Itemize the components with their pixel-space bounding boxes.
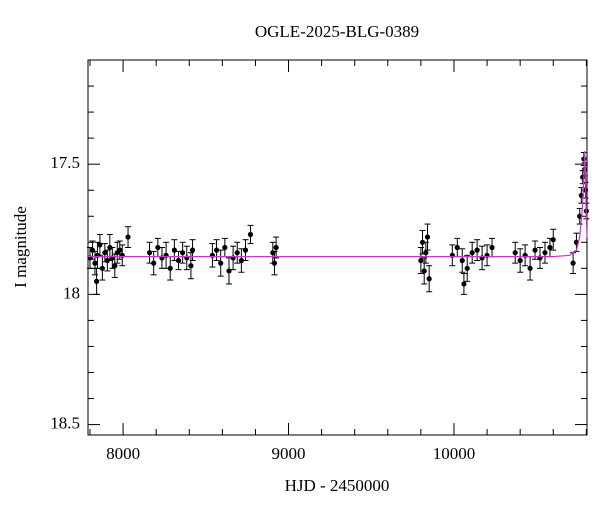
data-point — [532, 247, 538, 253]
data-point — [527, 265, 533, 271]
data-point — [423, 250, 429, 256]
data-point — [92, 260, 98, 266]
data-point — [273, 244, 279, 251]
y-tick-label: 17.5 — [50, 153, 80, 172]
x-axis-label: HJD - 2450000 — [285, 476, 390, 495]
data-point — [242, 247, 249, 253]
model-curve — [88, 151, 588, 258]
data-point — [238, 257, 244, 264]
data-point — [222, 244, 228, 251]
data-point — [419, 239, 426, 245]
data-point — [171, 247, 177, 253]
y-tick-label: 18.5 — [50, 413, 80, 432]
data-point — [461, 281, 467, 287]
data-point — [226, 268, 232, 274]
data-point — [125, 234, 131, 240]
y-axis-label: I magnitude — [11, 206, 30, 288]
data-point — [151, 260, 157, 266]
data-point — [167, 265, 173, 271]
x-tick-label: 9000 — [272, 444, 306, 463]
data-point — [155, 244, 161, 251]
data-point — [189, 247, 196, 253]
x-tick-label: 8000 — [106, 444, 140, 463]
data-point — [175, 257, 182, 264]
data-point — [117, 247, 123, 253]
data-point — [474, 247, 480, 253]
data-point — [234, 250, 240, 256]
data-point — [459, 257, 465, 264]
data-point — [550, 237, 556, 243]
data-point — [188, 263, 194, 269]
data-point — [547, 244, 553, 251]
data-point — [454, 244, 460, 251]
data-point — [112, 263, 118, 269]
data-point — [542, 250, 548, 256]
data-point — [102, 250, 108, 256]
data-point — [97, 242, 103, 248]
data-point — [424, 234, 431, 240]
data-point — [218, 260, 224, 266]
data-point — [94, 278, 100, 284]
data-point — [464, 265, 470, 271]
data-point — [421, 268, 427, 274]
data-point — [570, 260, 576, 266]
data-point — [180, 250, 186, 256]
chart-title: OGLE-2025-BLG-0389 — [255, 22, 419, 41]
data-point — [247, 231, 254, 238]
data-point — [271, 260, 278, 266]
data-point — [146, 250, 153, 256]
y-tick-label: 18 — [63, 283, 80, 302]
data-point — [89, 247, 96, 253]
x-tick-label: 10000 — [433, 444, 476, 463]
data-point — [426, 276, 432, 282]
data-point — [99, 265, 105, 271]
data-point — [213, 247, 220, 253]
data-point — [418, 257, 424, 264]
data-point — [469, 250, 475, 256]
data-point — [517, 257, 523, 264]
data-point — [489, 244, 495, 251]
data-point — [512, 250, 518, 256]
